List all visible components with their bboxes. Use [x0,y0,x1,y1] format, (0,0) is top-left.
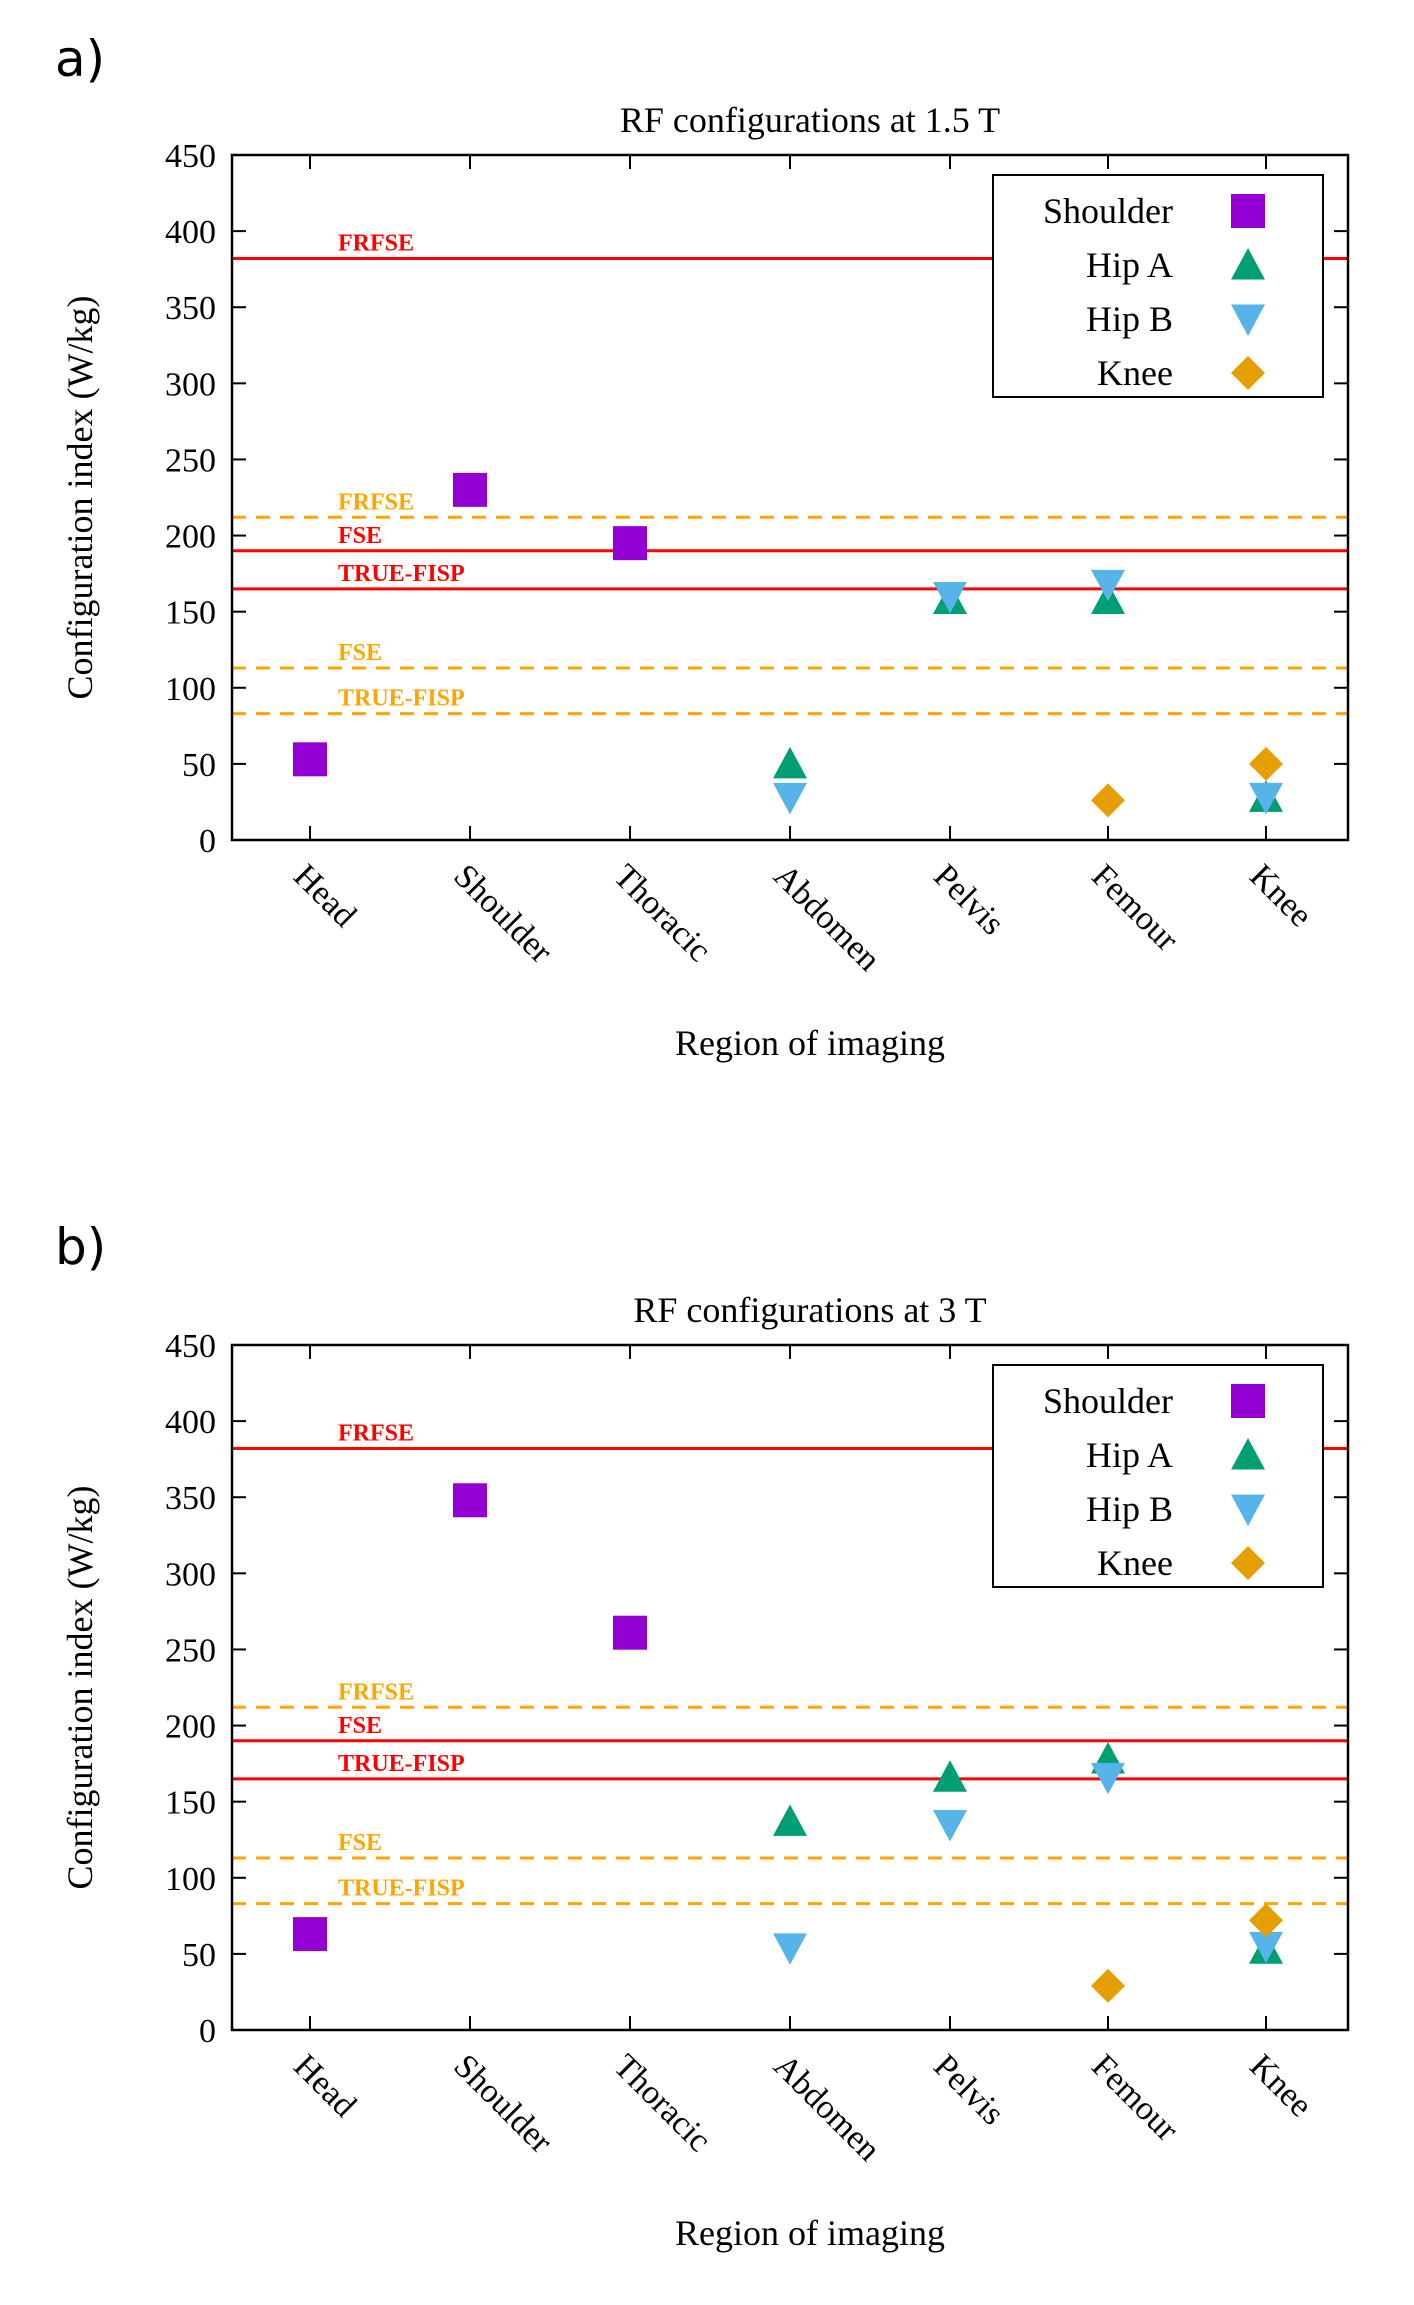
legend-marker-shoulder [1231,194,1265,228]
legend-label-hip-a: Hip A [1086,1435,1173,1475]
point-hip-a-abdomen [773,746,807,779]
chart-1: RF configurations at 1.5 T FRFSE FSE TRUE-F… [60,100,1350,1063]
point-hip-b-abdomen [773,782,807,815]
y-tick-label: 100 [165,671,216,708]
legend-label-hip-b: Hip B [1086,299,1173,339]
legend-box [992,174,1324,398]
reference-label-solid-fse: FSE [338,1713,382,1739]
y-tick-label: 350 [165,290,216,327]
y-axis-label: Configuration index (W/kg) [60,296,100,700]
legend-marker-hip-a [1231,1438,1265,1470]
reference-label-solid-true-fisp: TRUE-FISP [338,561,465,587]
point-shoulder-shoulder [453,1483,487,1518]
point-shoulder-thoracic [613,526,647,561]
point-shoulder-head [293,742,327,777]
legend-marker-shoulder [1231,1384,1265,1418]
y-tick-label: 100 [165,1861,216,1898]
reference-label-dashed-fse: FSE [338,1830,382,1856]
reference-label-solid-frfse: FRFSE [338,1421,414,1447]
legend-marker-hip-b [1231,1494,1265,1526]
x-tick-label: Head [286,857,363,934]
point-hip-b-femour [1091,569,1125,602]
panel-label-b: b) [55,1218,107,1276]
y-tick-label: 150 [165,595,216,632]
point-hip-b-pelvis [933,581,967,614]
x-tick-label: Knee [1242,2047,1319,2124]
y-tick-label: 200 [165,519,216,556]
legend-label-knee: Knee [1097,353,1173,393]
legend-label-hip-a: Hip A [1086,245,1173,285]
x-tick-label: Abdomen [766,857,887,978]
point-hip-b-knee [1249,1931,1283,1964]
x-tick-label: Thoracic [606,2047,718,2159]
y-axis-label: Configuration index (W/kg) [60,1486,100,1890]
reference-label-dashed-frfse: FRFSE [338,489,414,515]
y-tick-label: 450 [165,138,216,175]
point-shoulder-head [293,1917,327,1952]
point-shoulder-shoulder [453,472,487,507]
x-tick-label: Pelvis [926,857,1011,942]
x-tick-label: Shoulder [446,857,559,970]
x-tick-label: Abdomen [766,2047,887,2168]
legend-marker-knee [1231,356,1265,390]
point-hip-a-abdomen [773,1804,807,1836]
chart-title: RF configurations at 1.5 T [620,100,1000,140]
point-hip-b-femour [1091,1762,1125,1795]
panel-label-a: a) [55,30,106,88]
y-tick-label: 50 [182,1937,216,1974]
reference-label-dashed-true-fisp: TRUE-FISP [338,1876,465,1902]
point-hip-b-pelvis [933,1810,967,1842]
reference-label-solid-true-fisp: TRUE-FISP [338,1751,465,1777]
point-knee-knee [1249,1903,1283,1938]
point-hip-b-abdomen [773,1933,807,1965]
legend-label-shoulder: Shoulder [1043,191,1173,231]
point-shoulder-thoracic [613,1615,647,1650]
reference-label-dashed-fse: FSE [338,640,382,666]
reference-label-solid-fse: FSE [338,523,382,549]
reference-label-dashed-frfse: FRFSE [338,1679,414,1705]
x-tick-label: Head [286,2047,363,2124]
point-hip-b-knee [1249,782,1283,815]
x-tick-label: Knee [1242,857,1319,934]
x-tick-label: Thoracic [606,857,718,969]
point-hip-a-pelvis [933,1760,967,1792]
y-tick-label: 0 [199,823,216,860]
y-tick-label: 300 [165,1556,216,1593]
legend-label-hip-b: Hip B [1086,1489,1173,1529]
legend-marker-hip-b [1231,304,1265,336]
legend-label-knee: Knee [1097,1543,1173,1583]
x-tick-label: Femour [1084,2047,1185,2148]
y-tick-label: 350 [165,1480,216,1517]
point-knee-femour [1091,783,1125,818]
legend-box [992,1364,1324,1588]
reference-label-solid-frfse: FRFSE [338,231,414,257]
legend-marker-hip-a [1231,248,1265,280]
legend-label-shoulder: Shoulder [1043,1381,1173,1421]
x-axis-label: Region of imaging [675,2213,945,2253]
y-tick-label: 50 [182,747,216,784]
chart-title: RF configurations at 3 T [633,1290,986,1330]
x-tick-label: Shoulder [446,2047,559,2160]
y-tick-label: 150 [165,1785,216,1822]
y-tick-label: 300 [165,366,216,403]
y-tick-label: 250 [165,442,216,479]
x-tick-label: Femour [1084,857,1185,958]
reference-label-dashed-true-fisp: TRUE-FISP [338,686,465,712]
chart-2: RF configurations at 3 T FRFSE FSE TRUE-FIS… [60,1290,1350,2253]
y-tick-label: 400 [165,1404,216,1441]
x-axis-label: Region of imaging [675,1023,945,1063]
y-tick-label: 0 [199,2013,216,2050]
legend-marker-knee [1231,1546,1265,1580]
point-knee-femour [1091,1968,1125,2003]
x-tick-label: Pelvis [926,2047,1011,2132]
y-tick-label: 450 [165,1328,216,1365]
point-knee-knee [1249,746,1283,781]
y-tick-label: 250 [165,1632,216,1669]
y-tick-label: 400 [165,214,216,251]
y-tick-label: 200 [165,1709,216,1746]
